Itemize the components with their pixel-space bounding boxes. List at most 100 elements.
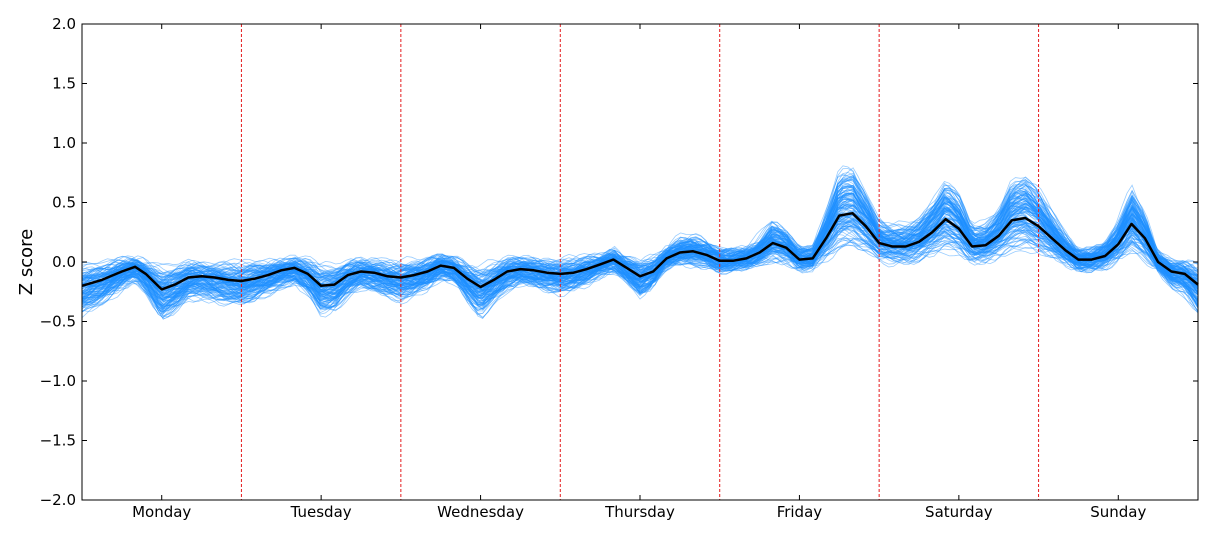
individual-series-line — [82, 185, 1198, 320]
individual-series-line — [82, 219, 1198, 288]
plot-frame — [81, 23, 1199, 501]
individual-series-line — [82, 202, 1198, 304]
individual-series-line — [82, 200, 1198, 306]
individual-series-line — [82, 192, 1198, 320]
individual-series-line — [82, 177, 1198, 306]
individual-series-line — [82, 180, 1198, 303]
individual-series-line — [82, 236, 1198, 285]
individual-series-line — [82, 227, 1198, 303]
individual-series-line — [82, 218, 1198, 284]
y-tick-label: −1.0 — [40, 372, 76, 390]
individual-series-line — [82, 189, 1198, 312]
individual-series-line — [82, 222, 1198, 269]
individual-series-line — [82, 199, 1198, 317]
individual-series-line — [82, 206, 1198, 279]
individual-series-line — [82, 199, 1198, 309]
x-tick-label: Friday — [777, 503, 823, 521]
individual-series-line — [82, 226, 1198, 281]
x-tick-label: Thursday — [604, 503, 675, 521]
individual-series-line — [82, 199, 1198, 306]
individual-series-line — [82, 189, 1198, 310]
individual-series-line — [82, 182, 1198, 313]
individual-series-line — [82, 188, 1198, 309]
y-tick-label: 1.5 — [52, 75, 76, 93]
individual-series-line — [82, 204, 1198, 280]
individual-series-line — [82, 185, 1198, 318]
individual-series-line — [82, 183, 1198, 319]
individual-series-line — [82, 225, 1198, 292]
individual-series-line — [82, 211, 1198, 311]
y-tick-label: −2.0 — [40, 491, 76, 509]
individual-series-line — [82, 241, 1198, 287]
individual-series-line — [82, 214, 1198, 292]
individual-series-line — [82, 195, 1198, 308]
y-tick-label: 0.5 — [52, 194, 76, 212]
individual-series-line — [82, 220, 1198, 296]
individual-series-line — [82, 220, 1198, 290]
individual-series-line — [82, 192, 1198, 306]
individual-series-line — [82, 216, 1198, 301]
individual-series-line — [82, 204, 1198, 291]
individual-series-line — [82, 175, 1198, 307]
individual-series-line — [82, 196, 1198, 314]
individual-series-line — [82, 225, 1198, 282]
individual-series-line — [82, 239, 1198, 288]
individual-series-line — [82, 226, 1198, 282]
individual-series-line — [82, 203, 1198, 315]
individual-series-line — [82, 185, 1198, 309]
individual-series-line — [82, 210, 1198, 283]
individual-series-line — [82, 221, 1198, 293]
mean-line — [81, 211, 1199, 291]
individual-series-line — [82, 191, 1198, 300]
individual-series-line — [82, 210, 1198, 279]
individual-series-line — [82, 230, 1198, 282]
x-tick-label: Tuesday — [290, 503, 352, 521]
individual-series-line — [82, 165, 1198, 296]
individual-series-line — [82, 216, 1198, 295]
individual-series-line — [82, 213, 1198, 284]
individual-series-line — [82, 238, 1198, 289]
individual-series-lines — [82, 165, 1198, 320]
x-tick-label: Saturday — [925, 503, 993, 521]
individual-series-line — [82, 227, 1198, 296]
individual-series-line — [82, 178, 1198, 303]
individual-series-line — [82, 204, 1198, 279]
x-tick-label: Wednesday — [437, 503, 524, 521]
individual-series-line — [82, 192, 1198, 289]
individual-series-line — [82, 192, 1198, 297]
individual-series-line — [82, 210, 1198, 279]
y-tick-label: −0.5 — [40, 313, 76, 331]
individual-series-line — [82, 215, 1198, 290]
individual-series-line — [82, 225, 1198, 288]
individual-series-line — [82, 223, 1198, 299]
y-tick-label: −1.5 — [40, 432, 76, 450]
individual-series-line — [82, 188, 1198, 299]
individual-series-line — [82, 215, 1198, 306]
individual-series-line — [82, 186, 1198, 319]
individual-series-line — [82, 217, 1198, 300]
individual-series-line — [82, 193, 1198, 313]
individual-series-line — [82, 187, 1198, 302]
individual-series-line — [82, 197, 1198, 299]
y-tick-label: 2.0 — [52, 15, 76, 33]
individual-series-line — [82, 184, 1198, 297]
individual-series-line — [82, 194, 1198, 320]
individual-series-line — [82, 198, 1198, 297]
individual-series-line — [82, 202, 1198, 311]
individual-series-line — [82, 223, 1198, 296]
individual-series-line — [82, 199, 1198, 309]
individual-series-line — [82, 238, 1198, 289]
individual-series-line — [82, 188, 1198, 291]
individual-series-line — [82, 214, 1198, 300]
individual-series-line — [82, 196, 1198, 299]
individual-series-line — [82, 200, 1198, 313]
individual-series-line — [82, 194, 1198, 301]
individual-series-line — [82, 215, 1198, 300]
individual-series-line — [82, 195, 1198, 296]
individual-series-line — [82, 204, 1198, 284]
individual-series-line — [82, 172, 1198, 312]
y-axis: −2.0 −1.5 −1.0 −0.5 0.0 0.5 1.0 1.5 2.0 — [40, 15, 1198, 509]
x-tick-label: Monday — [132, 503, 191, 521]
individual-series-line — [82, 174, 1198, 310]
individual-series-line — [82, 225, 1198, 296]
